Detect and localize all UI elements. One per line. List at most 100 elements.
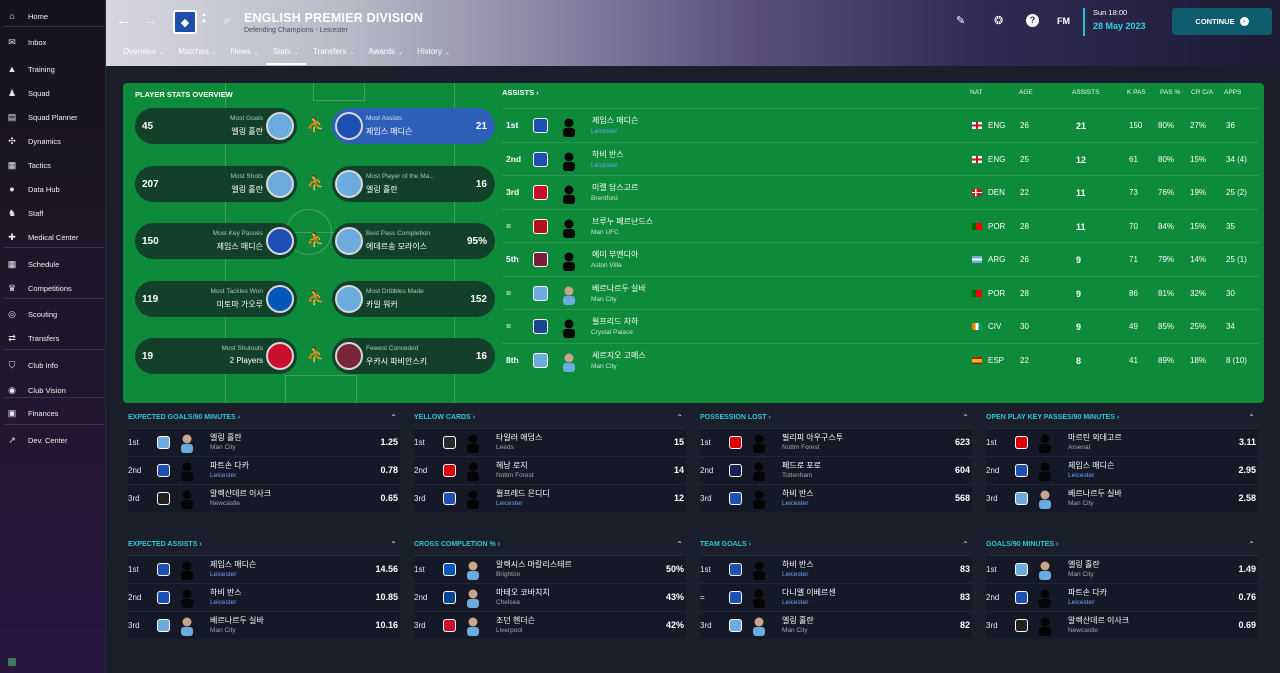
sidebar-item-scouting[interactable]: ◎ Scouting — [0, 304, 106, 324]
player-silhouette-icon[interactable] — [1038, 616, 1052, 636]
player-name[interactable]: 엘링 홀란 — [782, 616, 814, 625]
sidebar-item-staff[interactable]: ♞ Staff — [0, 203, 106, 223]
sidebar-item-medical-center[interactable]: ✚ Medical Center — [0, 227, 106, 247]
table-row[interactable]: 8th 세르지오 고메스 Man City ESP 22 8 41 89% 18% 8 (10) — [502, 342, 1259, 376]
list-item[interactable]: 2nd 제임스 매디슨 Leicester 2.95 — [986, 456, 1258, 484]
player-name[interactable]: 베르나르두 실바 — [210, 616, 264, 625]
panel-title-link[interactable]: OPEN PLAY KEY PASSES/90 MINUTES › — [986, 414, 1119, 421]
player-name[interactable]: 필리피 아우구스투 — [782, 433, 844, 442]
club-crest-icon[interactable] — [729, 563, 742, 576]
tab-stats[interactable]: Stats ⌄ — [265, 44, 306, 65]
player-silhouette-icon[interactable] — [562, 184, 576, 204]
player-name[interactable]: 하비 반스 — [782, 560, 814, 569]
player-photo[interactable] — [180, 433, 194, 453]
club-crest-icon[interactable] — [1015, 563, 1028, 576]
stat-pill-most-player-of-the-ma-[interactable]: Most Player of the Ma... 엘링 홀란 16 — [332, 165, 495, 202]
pencil-icon[interactable]: ✎ — [956, 15, 966, 27]
club-name[interactable]: Leicester — [782, 571, 809, 578]
tab-matches[interactable]: Matches ⌄ — [171, 44, 223, 65]
player-name[interactable]: 세르지오 고메스 — [592, 350, 646, 360]
club-crest-icon[interactable] — [157, 619, 170, 632]
sidebar-item-squad[interactable]: ♟ Squad — [0, 83, 106, 103]
player-silhouette-icon[interactable] — [180, 560, 194, 580]
tab-awards[interactable]: Awards ⌄ — [361, 44, 410, 65]
sidebar-item-transfers[interactable]: ⇄ Transfers — [0, 328, 106, 348]
player-silhouette-icon[interactable] — [562, 151, 576, 171]
player-silhouette-icon[interactable] — [180, 489, 194, 509]
player-name[interactable]: 브루누 페르난드스 — [592, 216, 654, 226]
collapse-chevron-icon[interactable]: ⌃ — [962, 540, 969, 549]
player-silhouette-icon[interactable] — [752, 433, 766, 453]
player-name[interactable]: 파트손 다카 — [210, 461, 250, 470]
competition-crest[interactable]: ◆ — [173, 10, 197, 34]
player-name[interactable]: 페드로 포로 — [782, 461, 822, 470]
player-silhouette-icon[interactable] — [1038, 461, 1052, 481]
club-crest-icon[interactable] — [533, 352, 548, 368]
club-name[interactable]: Chelsea — [496, 599, 520, 606]
table-row[interactable]: = 브루누 페르난드스 Man UFC POR 28 11 70 84% 15% 35 — [502, 208, 1259, 242]
col-crca[interactable]: CR C/A — [1191, 89, 1214, 96]
player-name[interactable]: 알렉산데르 이사크 — [210, 489, 272, 498]
list-item[interactable]: 3rd 알렉산데르 이사크 Newcastle 0.69 — [986, 611, 1258, 639]
player-name[interactable]: 마르틴 외데고르 — [1068, 433, 1122, 442]
player-name[interactable]: 하비 반스 — [592, 149, 624, 159]
crest-switch-chevrons-icon[interactable]: ▲ ▼ — [201, 12, 207, 25]
club-name[interactable]: Man City — [210, 444, 236, 451]
club-name[interactable]: Liverpool — [496, 627, 523, 634]
list-item[interactable]: 3rd 알렉산데르 이사크 Newcastle 0.65 — [128, 484, 400, 512]
sidebar-item-schedule[interactable]: ▦ Schedule — [0, 254, 106, 274]
player-silhouette-icon[interactable] — [466, 433, 480, 453]
list-item[interactable]: 3rd 조던 헨더슨 Liverpool 42% — [414, 611, 686, 639]
player-silhouette-icon[interactable] — [562, 218, 576, 238]
col-pas[interactable]: PAS % — [1160, 89, 1181, 96]
sidebar-item-inbox[interactable]: ✉ Inbox — [0, 32, 106, 52]
stat-pill-most-goals[interactable]: 45 Most Goals 엘링 홀란 — [135, 108, 297, 144]
list-item[interactable]: 2nd 파트손 다카 Leicester 0.78 — [128, 456, 400, 484]
club-crest-icon[interactable] — [443, 563, 456, 576]
tab-transfers[interactable]: Transfers ⌄ — [306, 44, 362, 65]
club-name[interactable]: Arsenal — [1068, 444, 1091, 451]
club-name[interactable]: Leicester — [591, 128, 618, 135]
player-name[interactable]: 타일러 애덤스 — [496, 433, 543, 442]
club-name[interactable]: Leeds — [496, 444, 514, 451]
col-kpas[interactable]: K PAS — [1127, 89, 1146, 96]
player-photo[interactable] — [562, 285, 576, 305]
player-photo[interactable] — [180, 616, 194, 636]
stat-pill-most-shots[interactable]: 207 Most Shots 엘링 홀란 — [135, 165, 297, 202]
club-name[interactable]: Nottm Forest — [496, 472, 534, 479]
sidebar-item-training[interactable]: ▲ Training — [0, 59, 106, 79]
club-crest-icon[interactable] — [1015, 619, 1028, 632]
list-item[interactable]: 2nd 페드로 포로 Tottenham 604 — [700, 456, 972, 484]
sidebar-item-finances[interactable]: ▣ Finances — [0, 403, 106, 423]
player-silhouette-icon[interactable] — [752, 588, 766, 608]
stat-pill-most-shutouts[interactable]: 19 Most Shutouts 2 Players — [135, 338, 297, 374]
club-crest-icon[interactable] — [157, 492, 170, 505]
club-name[interactable]: Man City — [591, 295, 617, 303]
list-item[interactable]: 1st 하비 반스 Leicester 83 — [700, 555, 972, 583]
club-crest-icon[interactable] — [533, 252, 548, 267]
club-crest-icon[interactable] — [443, 492, 456, 505]
player-silhouette-icon[interactable] — [752, 489, 766, 509]
brain-icon[interactable]: ❂ — [994, 15, 1004, 27]
club-name[interactable]: Leicester — [210, 571, 237, 578]
sidebar-item-squad-planner[interactable]: ▤ Squad Planner — [0, 107, 106, 127]
player-photo[interactable] — [466, 560, 480, 580]
player-name[interactable]: 제임스 매디슨 — [210, 560, 257, 569]
player-silhouette-icon[interactable] — [562, 117, 576, 137]
sidebar-item-club-info[interactable]: ⛉ Club Info — [0, 355, 106, 375]
table-row[interactable]: 1st 제임스 매디슨 Leicester ENG 26 21 150 80% 27% 36 — [502, 108, 1259, 141]
list-item[interactable]: 3rd 윌프레드 은디디 Leicester 12 — [414, 484, 686, 512]
collapse-chevron-icon[interactable]: ⌃ — [390, 540, 397, 549]
back-arrow-icon[interactable]: ← — [116, 12, 131, 29]
collapse-chevron-icon[interactable]: ⌃ — [390, 413, 397, 422]
player-photo[interactable] — [466, 588, 480, 608]
club-name[interactable]: Newcastle — [1068, 627, 1098, 634]
club-name[interactable]: Brentford — [591, 195, 618, 202]
col-apps[interactable]: APPS — [1224, 89, 1242, 96]
player-name[interactable]: 조던 헨더슨 — [496, 616, 536, 625]
stat-pill-fewest-conceded[interactable]: Fewest Conceded 우카시 파비안스키 16 — [332, 338, 495, 374]
club-name[interactable]: Leicester — [210, 599, 237, 606]
help-icon[interactable]: ? — [1026, 14, 1039, 27]
club-crest-icon[interactable] — [533, 319, 548, 334]
stat-pill-most-dribbles-made[interactable]: Most Dribbles Made 카일 워커 152 — [332, 280, 495, 317]
